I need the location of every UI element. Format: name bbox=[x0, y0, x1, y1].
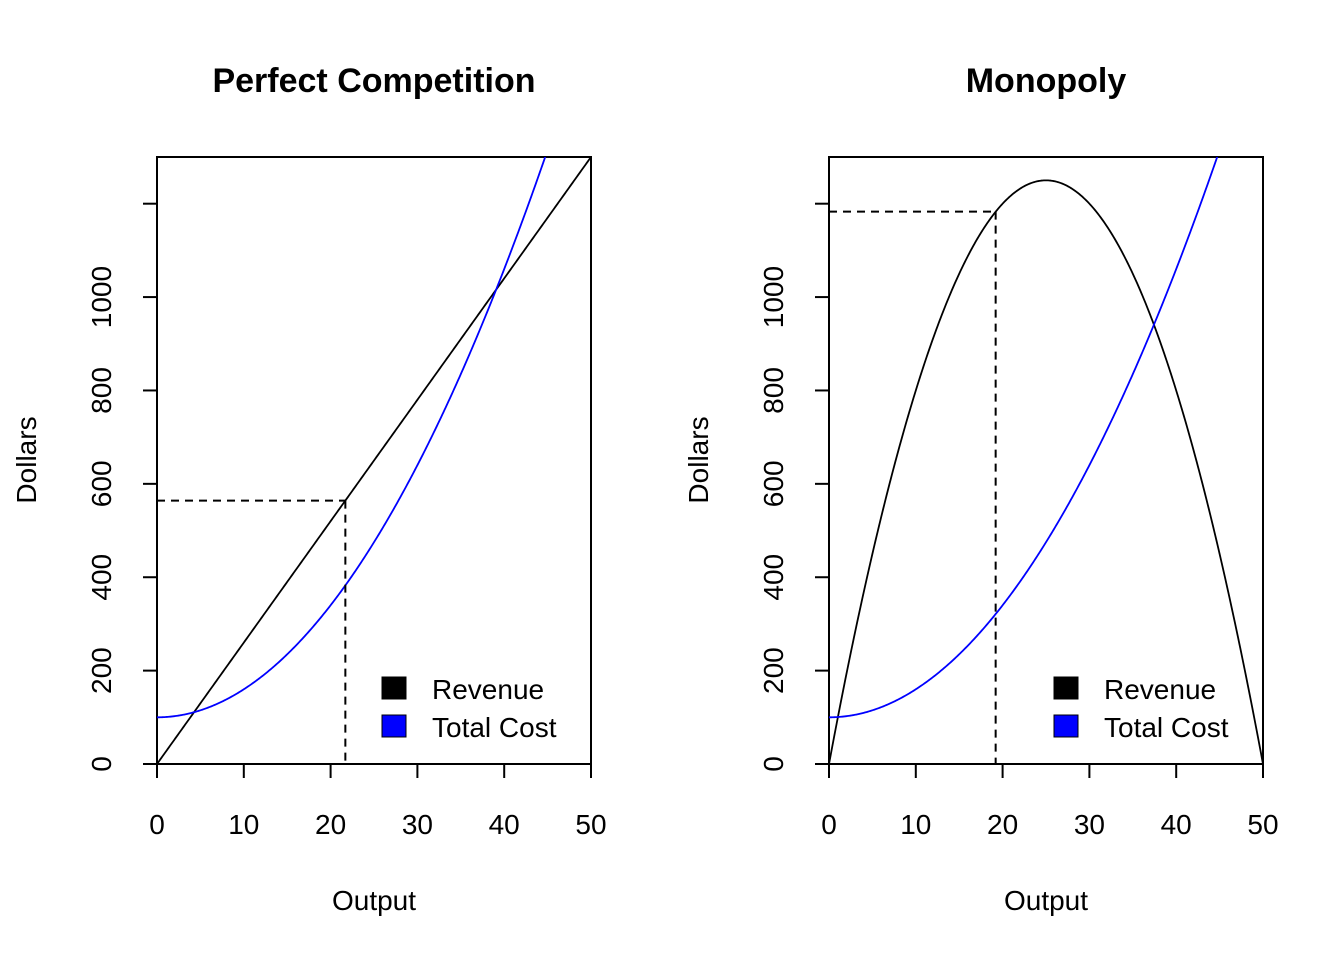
series-line-revenue bbox=[829, 179, 1263, 764]
legend-swatch-revenue bbox=[381, 676, 407, 700]
series-line-total-cost bbox=[829, 157, 1219, 719]
y-tick-label: 200 bbox=[86, 647, 117, 694]
series-group bbox=[157, 157, 591, 764]
y-tick-label: 200 bbox=[758, 647, 789, 694]
legend-swatch-total-cost bbox=[1053, 714, 1079, 738]
legend-label-total-cost: Total Cost bbox=[1104, 712, 1229, 743]
legend: Revenue Total Cost bbox=[381, 674, 557, 743]
y-tick-label: 600 bbox=[758, 460, 789, 507]
y-axis-label: Dollars bbox=[683, 416, 714, 503]
x-tick-label: 10 bbox=[900, 809, 931, 840]
plot-frame bbox=[828, 156, 1264, 765]
plot-frame bbox=[156, 156, 592, 765]
legend-swatch-revenue bbox=[1053, 676, 1079, 700]
y-tick-label: 600 bbox=[86, 460, 117, 507]
y-tick-label: 400 bbox=[758, 554, 789, 601]
legend-label-revenue: Revenue bbox=[1104, 674, 1216, 705]
legend: Revenue Total Cost bbox=[1053, 674, 1229, 743]
legend-label-total-cost: Total Cost bbox=[432, 712, 557, 743]
x-axis-label: Output bbox=[332, 885, 416, 916]
x-tick-label: 20 bbox=[315, 809, 346, 840]
x-tick-label: 10 bbox=[228, 809, 259, 840]
y-tick-label: 0 bbox=[758, 756, 789, 772]
series-group bbox=[829, 157, 1263, 764]
x-tick-label: 30 bbox=[402, 809, 433, 840]
legend-swatch-total-cost bbox=[381, 714, 407, 738]
x-axis-label: Output bbox=[1004, 885, 1088, 916]
axes: 0 10 20 30 40 50 0 200 400 600 800 1000 bbox=[758, 202, 1279, 840]
y-tick-label: 800 bbox=[758, 367, 789, 414]
series-line-revenue bbox=[157, 157, 591, 764]
panel-perfect-competition: Perfect Competition Output Dollars 0 10 20… bbox=[11, 62, 607, 916]
legend-label-revenue: Revenue bbox=[432, 674, 544, 705]
y-tick-label: 1000 bbox=[758, 266, 789, 328]
y-tick-label: 800 bbox=[86, 367, 117, 414]
x-tick-label: 40 bbox=[489, 809, 520, 840]
x-tick-label: 50 bbox=[575, 809, 606, 840]
chart-title: Monopoly bbox=[966, 62, 1127, 100]
x-tick-label: 0 bbox=[821, 809, 837, 840]
x-tick-label: 0 bbox=[149, 809, 165, 840]
axes: 0 10 20 30 40 50 0 200 400 600 800 1000 bbox=[86, 202, 607, 840]
x-tick-label: 40 bbox=[1161, 809, 1192, 840]
x-tick-label: 50 bbox=[1247, 809, 1278, 840]
x-tick-label: 20 bbox=[987, 809, 1018, 840]
y-tick-label: 400 bbox=[86, 554, 117, 601]
series-line-total-cost bbox=[157, 157, 547, 719]
x-tick-label: 30 bbox=[1074, 809, 1105, 840]
panel-monopoly: Monopoly Output Dollars 0 10 20 30 40 50 0 200 4… bbox=[683, 62, 1279, 916]
chart-title: Perfect Competition bbox=[212, 62, 535, 100]
y-axis-label: Dollars bbox=[11, 416, 42, 503]
y-tick-label: 0 bbox=[86, 756, 117, 772]
y-tick-label: 1000 bbox=[86, 266, 117, 328]
